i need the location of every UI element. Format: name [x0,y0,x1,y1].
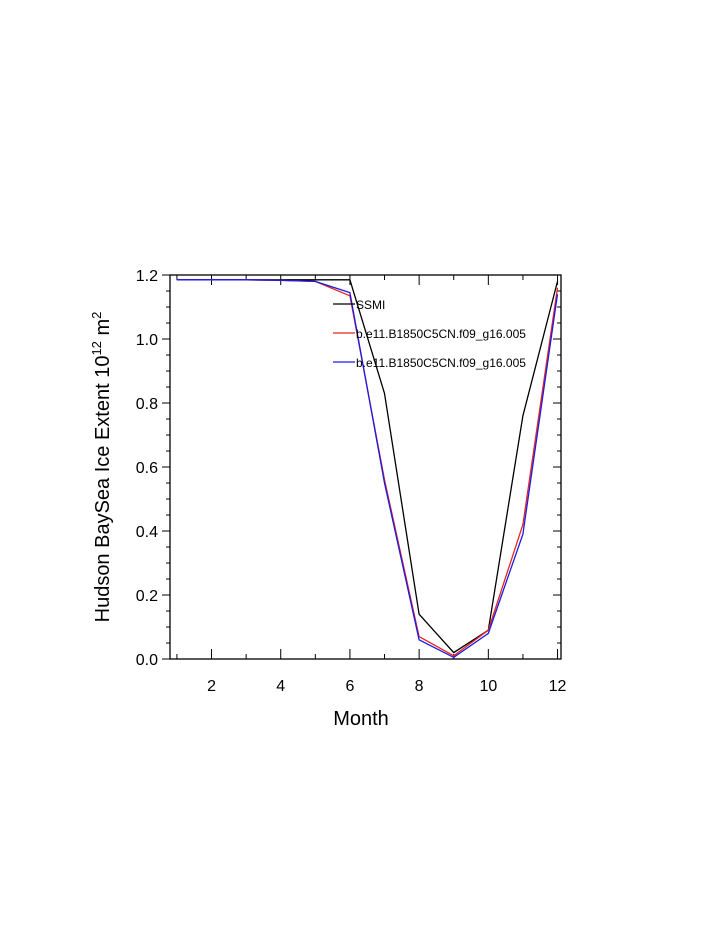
y-tick-label: 0.4 [136,524,158,541]
x-tick-label: 10 [479,678,497,695]
legend-label-3: b.e11.B1850C5CN.f09_g16.005 [356,356,526,370]
x-tick-label: 8 [415,678,424,695]
axis-ticks: 2 4 6 8 10 12 0.0 0.2 0.4 0.6 0.8 1.0 1.2 [136,268,567,695]
y-tick-label: 1.2 [136,268,158,285]
y-axis-label-unit: m [92,319,114,341]
plot-frame [169,274,562,660]
y-axis-label-main: Hudson BaySea Ice Extent 10 [92,356,114,623]
y-tick-label: 0.0 [136,652,158,669]
y-tick-label: 0.6 [136,460,158,477]
y-tick-label: 1.0 [136,332,158,349]
y-axis-label-exponent: 12 [89,341,104,355]
legend-label-1: SSMI [356,298,385,312]
x-tick-label: 6 [345,678,354,695]
y-tick-label: 0.2 [136,588,158,605]
x-tick-label: 2 [207,678,216,695]
legend-label-2: b.e11.B1850C5CN.f09_g16.005 [356,327,526,341]
series-line-3 [176,279,559,659]
x-axis-label: Month [333,708,389,730]
legend: SSMI b.e11.B1850C5CN.f09_g16.005 b.e11.B18… [333,298,526,370]
x-tick-label: 12 [549,678,567,695]
x-tick-label: 4 [276,678,285,695]
series-lines [176,279,559,659]
y-tick-label: 0.8 [136,396,158,413]
y-axis-label-unit-exponent: 2 [89,312,104,319]
y-axis-label: Hudson BaySea Ice Extent 1012 m2 [89,312,114,623]
